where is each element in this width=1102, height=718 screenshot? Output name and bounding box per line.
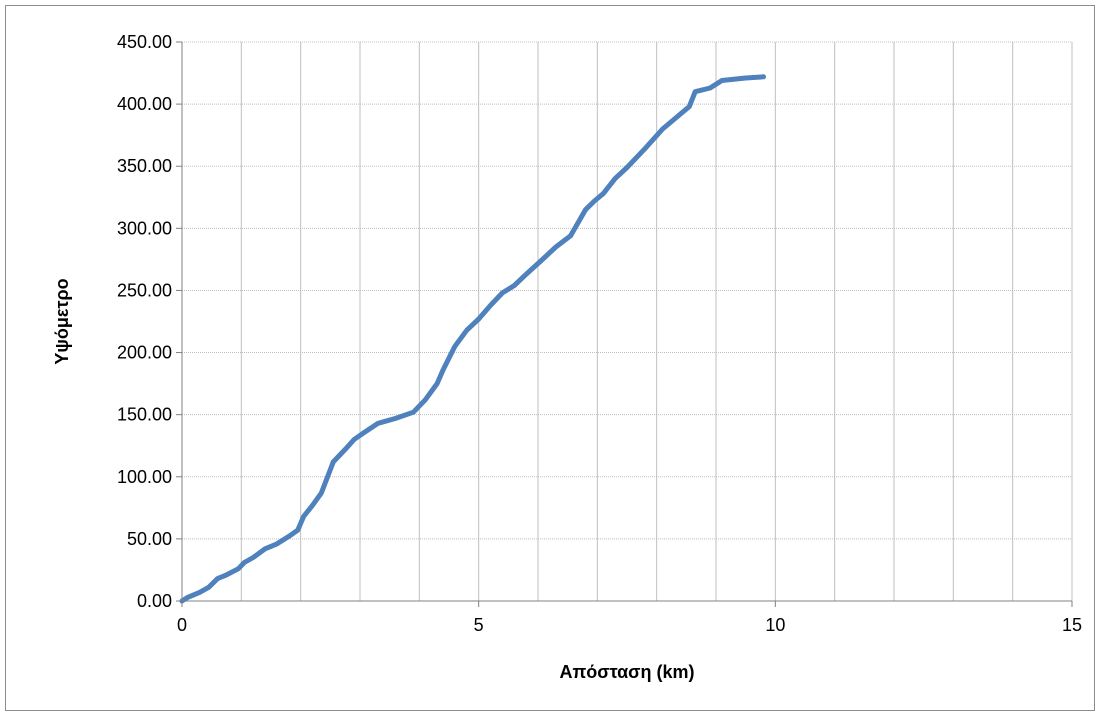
x-axis-title: Απόσταση (km) bbox=[560, 662, 695, 682]
y-tick-label: 200.00 bbox=[117, 343, 172, 363]
y-tick-label: 50.00 bbox=[127, 529, 172, 549]
y-tick-label: 150.00 bbox=[117, 405, 172, 425]
x-axis-ticks: 0 5 10 15 bbox=[177, 601, 1082, 635]
y-tick-label: 350.00 bbox=[117, 156, 172, 176]
elevation-chart: 0.00 50.00 100.00 150.00 200.00 250.00 300.00 3… bbox=[52, 32, 1082, 682]
y-tick-label: 0.00 bbox=[137, 591, 172, 611]
x-tick-label: 15 bbox=[1062, 615, 1082, 635]
chart-area: 0.00 50.00 100.00 150.00 200.00 250.00 300.00 3… bbox=[5, 5, 1095, 711]
series-line bbox=[179, 74, 766, 604]
y-tick-label: 400.00 bbox=[117, 94, 172, 114]
y-tick-label: 300.00 bbox=[117, 218, 172, 238]
x-tick-label: 0 bbox=[177, 615, 187, 635]
y-axis-ticks: 0.00 50.00 100.00 150.00 200.00 250.00 300.00 3… bbox=[117, 32, 182, 611]
grid-lines bbox=[182, 41, 1073, 601]
y-tick-label: 450.00 bbox=[117, 32, 172, 52]
x-tick-label: 5 bbox=[474, 615, 484, 635]
y-axis-title: Υψόμετρο bbox=[52, 278, 72, 364]
x-tick-label: 10 bbox=[765, 615, 785, 635]
series-group bbox=[179, 74, 766, 604]
y-tick-label: 100.00 bbox=[117, 467, 172, 487]
y-tick-label: 250.00 bbox=[117, 280, 172, 300]
